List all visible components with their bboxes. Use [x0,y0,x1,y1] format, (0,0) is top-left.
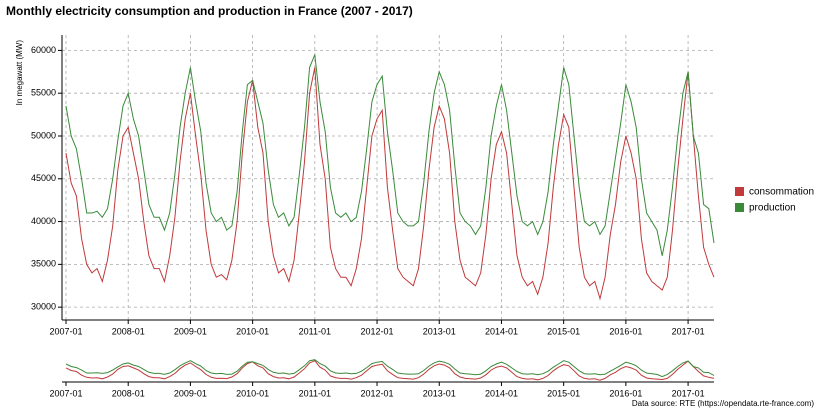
y-tick-label: 30000 [31,302,56,312]
x-tick-label: 2009-01 [174,388,207,398]
x-tick-label: 2016-01 [609,388,642,398]
y-tick-label: 60000 [31,45,56,55]
y-tick-label: 50000 [31,130,56,140]
x-tick-label: 2012-01 [361,388,394,398]
source-note: Data source: RTE (https://opendata.rte-f… [632,399,814,408]
context-line [65,359,715,378]
x-tick-label: 2016-01 [609,326,642,336]
x-tick-label: 2014-01 [485,388,518,398]
x-tick-label: 2017-01 [672,388,705,398]
x-tick-label: 2013-01 [423,326,456,336]
x-tick-label: 2007-01 [49,388,82,398]
legend-swatch [735,203,744,212]
y-tick-label: 40000 [31,216,56,226]
x-tick-label: 2015-01 [547,326,580,336]
x-tick-label: 2015-01 [547,388,580,398]
x-tick-label: 2010-01 [236,388,269,398]
legend-label: production [749,203,796,214]
x-tick-label: 2011-01 [299,388,331,398]
y-tick-label: 45000 [31,173,56,183]
y-axis-label: In megawatt (MW) [15,40,24,106]
x-tick-label: 2012-01 [361,326,394,336]
chart-title: Monthly electricity consumption and prod… [6,4,413,18]
x-tick-label: 2013-01 [423,388,456,398]
legend-swatch [735,187,744,196]
x-tick-label: 2008-01 [112,388,145,398]
y-tick-label: 55000 [31,88,56,98]
x-tick-label: 2017-01 [672,326,705,336]
x-tick-label: 2008-01 [112,326,145,336]
context-line [65,360,715,381]
line-series [65,54,715,256]
x-tick-label: 2014-01 [485,326,518,336]
legend-label: consommation [749,187,814,198]
x-tick-label: 2007-01 [49,326,82,336]
y-tick-label: 35000 [31,259,56,269]
x-tick-label: 2010-01 [236,326,269,336]
line-series [65,67,715,301]
x-tick-label: 2011-01 [299,326,331,336]
x-tick-label: 2009-01 [174,326,207,336]
